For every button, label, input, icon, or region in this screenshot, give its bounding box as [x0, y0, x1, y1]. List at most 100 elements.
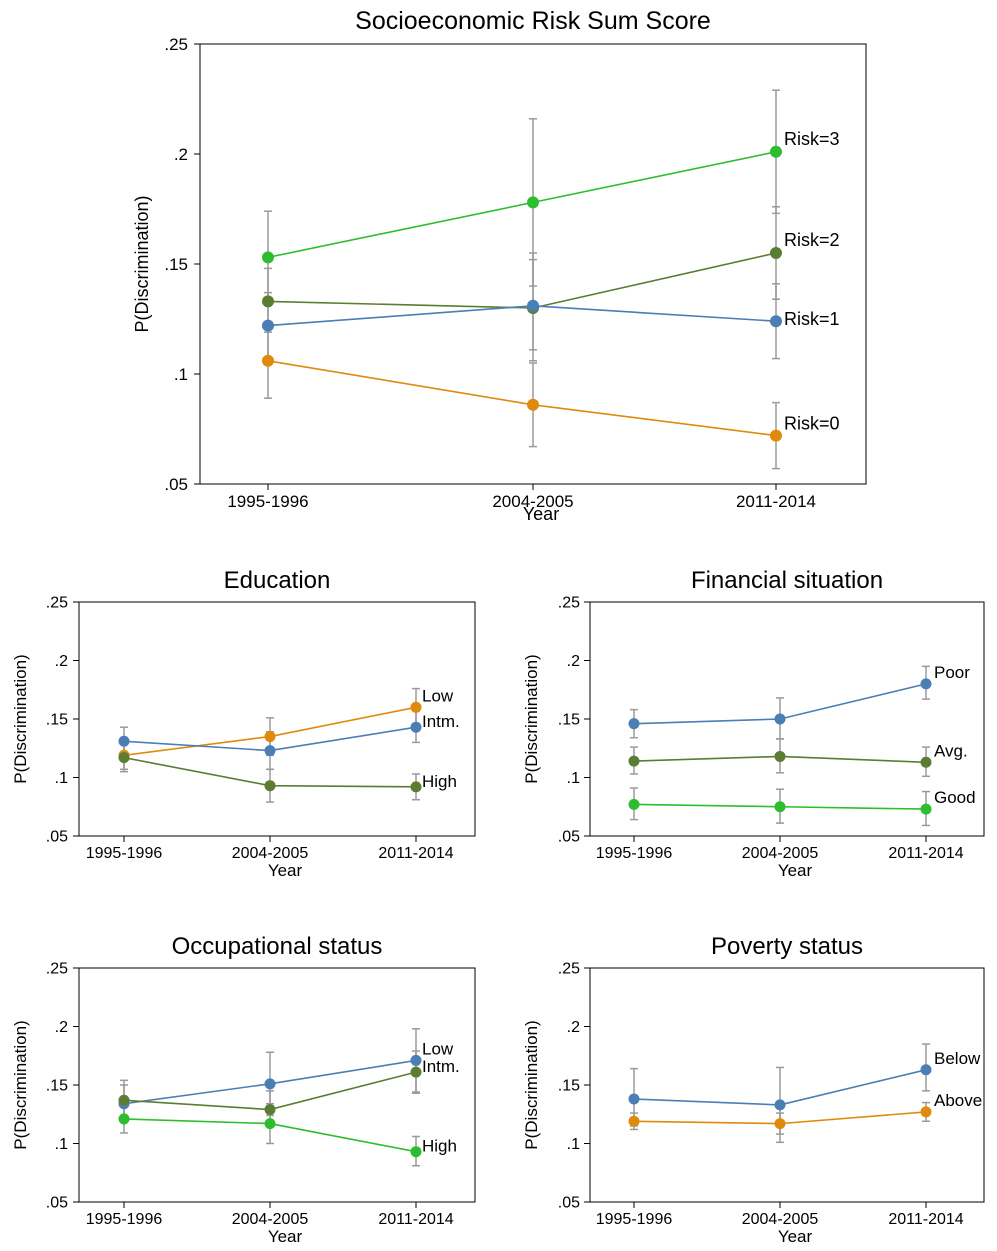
x-tick-label: 1995-1996	[596, 1211, 673, 1228]
series-label: Poor	[934, 663, 970, 682]
x-tick-label: 2004-2005	[232, 1211, 309, 1228]
y-tick-label: .15	[558, 712, 580, 729]
data-point	[262, 295, 274, 308]
y-tick-label: .2	[55, 653, 68, 670]
chart-title: Financial situation	[691, 567, 883, 594]
data-point	[920, 1106, 932, 1118]
x-axis-label: Year	[268, 861, 303, 880]
y-axis-label: P(Discrimination)	[11, 1020, 30, 1149]
y-tick-label: .25	[46, 595, 68, 612]
data-point	[262, 354, 274, 367]
y-tick-label: .15	[46, 1078, 68, 1095]
x-tick-label: 2011-2014	[888, 1211, 963, 1228]
data-point	[410, 781, 422, 793]
x-tick-label: 2011-2014	[736, 492, 816, 511]
y-tick-label: .2	[174, 145, 188, 164]
chart-title: Occupational status	[172, 933, 383, 960]
data-point	[262, 319, 274, 332]
y-tick-label: .2	[55, 1019, 68, 1036]
x-tick-label: 1995-1996	[227, 492, 308, 511]
data-point	[774, 750, 786, 762]
series-line	[267, 360, 777, 437]
data-point	[920, 1064, 932, 1076]
y-tick-label: .25	[558, 961, 580, 978]
plot-frame	[589, 967, 985, 1203]
y-tick-label: .1	[567, 1136, 580, 1153]
series-line	[267, 151, 777, 259]
data-point	[264, 1104, 276, 1116]
data-point	[410, 721, 422, 733]
data-point	[262, 251, 274, 264]
data-point	[264, 745, 276, 757]
data-point	[628, 798, 640, 810]
y-tick-label: .05	[558, 1195, 580, 1212]
x-tick-label: 2004-2005	[742, 845, 819, 862]
series-label: Below	[934, 1049, 981, 1068]
series-label: Risk=0	[784, 414, 840, 434]
data-point	[118, 735, 130, 747]
y-tick-label: .1	[55, 770, 68, 787]
y-tick-label: .2	[567, 1019, 580, 1036]
y-tick-label: .2	[567, 653, 580, 670]
series-label: Avg.	[934, 741, 968, 760]
chart-panel-4: Occupational status .05 .1 .15 .2 .25 1995-199…	[11, 933, 476, 1246]
data-point	[118, 752, 130, 764]
series-line	[267, 252, 777, 309]
x-axis-label: Year	[778, 861, 813, 880]
data-point	[920, 756, 932, 768]
series-label: Good	[934, 788, 976, 807]
data-point	[774, 1099, 786, 1111]
chart-title: Socioeconomic Risk Sum Score	[355, 7, 711, 35]
y-tick-label: .15	[558, 1078, 580, 1095]
data-point	[118, 1113, 130, 1125]
series-label: Intm.	[422, 1057, 460, 1076]
data-point	[770, 247, 782, 259]
y-tick-label: .05	[46, 1195, 68, 1212]
data-point	[118, 1094, 130, 1106]
data-point	[410, 1066, 422, 1078]
x-tick-label: 2004-2005	[742, 1211, 819, 1228]
y-tick-label: .15	[164, 255, 188, 274]
y-tick-label: .25	[558, 595, 580, 612]
data-point	[410, 701, 422, 713]
y-tick-label: .05	[46, 829, 68, 846]
x-axis-label: Year	[778, 1227, 813, 1246]
data-point	[264, 1078, 276, 1090]
chart-title: Education	[224, 567, 331, 594]
data-point	[410, 1054, 422, 1066]
series-line	[267, 304, 777, 327]
data-point	[264, 780, 276, 792]
chart-panel-1: Socioeconomic Risk Sum Score .05 .1 .15 .2 .2…	[132, 7, 867, 524]
data-point	[628, 1115, 640, 1127]
y-tick-label: .25	[164, 35, 188, 54]
data-point	[628, 718, 640, 730]
series-label: Low	[422, 686, 454, 705]
y-tick-label: .1	[567, 770, 580, 787]
x-tick-label: 1995-1996	[86, 1211, 163, 1228]
series-label: Risk=2	[784, 230, 840, 250]
chart-panel-5: Poverty status .05 .1 .15 .2 .25 1995-1996 2004…	[522, 933, 985, 1246]
data-point	[920, 678, 932, 690]
series-label: Risk=1	[784, 309, 840, 329]
y-axis-label: P(Discrimination)	[11, 654, 30, 783]
y-tick-label: .15	[46, 712, 68, 729]
data-point	[628, 1093, 640, 1105]
data-point	[527, 398, 539, 411]
x-tick-label: 2004-2005	[232, 845, 309, 862]
chart-panel-2: Education .05 .1 .15 .2 .25 1995-1996 2004-2005…	[11, 567, 476, 880]
y-axis-label: P(Discrimination)	[522, 654, 541, 783]
y-tick-label: .25	[46, 961, 68, 978]
x-axis-label: Year	[523, 504, 559, 524]
x-tick-label: 2011-2014	[378, 1211, 453, 1228]
data-point	[770, 145, 782, 158]
series-label: High	[422, 772, 457, 791]
y-axis-label: P(Discrimination)	[132, 195, 152, 332]
data-point	[770, 315, 782, 328]
y-tick-label: .05	[558, 829, 580, 846]
data-point	[628, 755, 640, 767]
series-label: Above	[934, 1091, 982, 1110]
data-point	[774, 713, 786, 725]
data-point	[774, 1118, 786, 1130]
series-label: High	[422, 1137, 457, 1156]
